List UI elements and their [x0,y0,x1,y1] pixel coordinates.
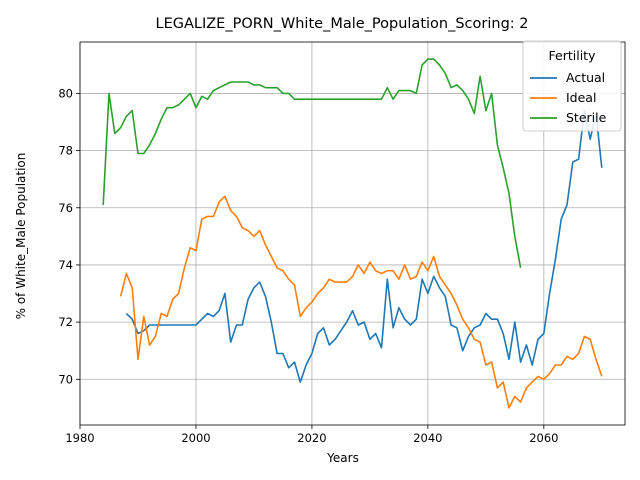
y-tick-label: 72 [58,315,73,329]
series-line-actual [125,109,603,383]
x-tick-label: 2000 [181,431,210,445]
legend-label-ideal: Ideal [566,90,596,105]
series-line-ideal [119,195,603,409]
series-layer [102,58,603,409]
legend-items: Actual Ideal Sterile [530,70,607,125]
y-tick-label: 78 [58,144,73,158]
y-axis-label: % of White_Male Population [14,153,28,320]
legend-label-sterile: Sterile [566,110,607,125]
y-axis-ticks: 70 72 74 76 78 80 [58,86,80,386]
y-tick-label: 76 [58,201,73,215]
legend-label-actual: Actual [566,70,605,85]
x-axis-ticks: 1980 2000 2020 2040 2060 [65,425,558,445]
y-tick-label: 74 [58,258,73,272]
x-tick-label: 2040 [413,431,442,445]
x-tick-label: 2020 [297,431,326,445]
x-tick-label: 2060 [529,431,558,445]
legend-title: Fertility [549,48,597,63]
series-line-sterile [102,58,522,268]
legend: Fertility Actual Ideal Sterile [522,40,622,132]
plot-frame [79,41,626,426]
x-tick-label: 1980 [65,431,94,445]
legend-box [522,40,622,132]
x-axis-label: Years [326,451,359,465]
y-tick-label: 80 [58,86,73,100]
y-tick-label: 70 [58,372,73,386]
chart-title: LEGALIZE_PORN_White_Male_Population_Scor… [155,16,528,32]
